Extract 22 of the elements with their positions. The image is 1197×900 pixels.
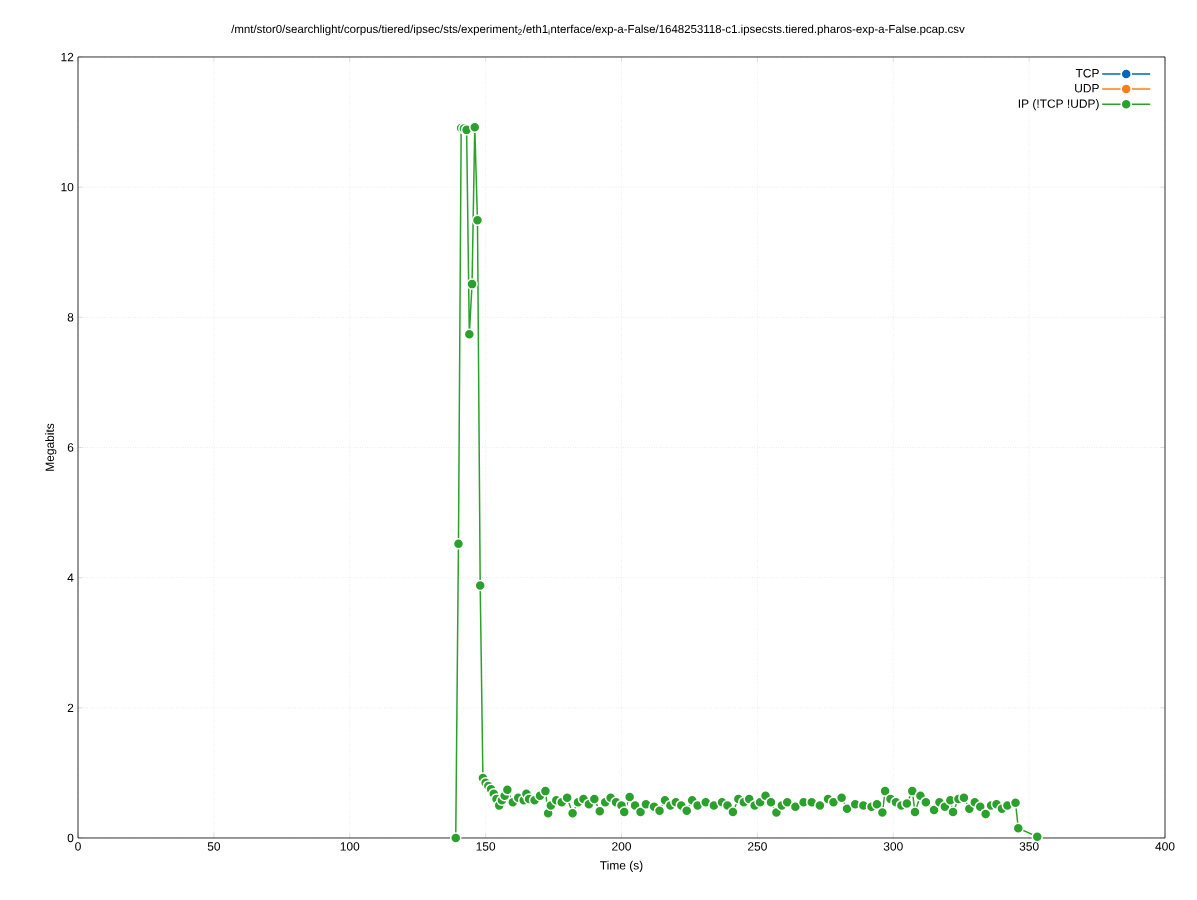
x-tick-label: 50 xyxy=(207,842,221,851)
legend-label: IP (!TCP !UDP) xyxy=(1018,99,1099,111)
x-tick-label: 200 xyxy=(612,842,632,851)
y-tick-label: 12 xyxy=(61,52,74,62)
x-tick-label: 400 xyxy=(1155,842,1175,851)
x-tick-label: 350 xyxy=(1019,842,1039,851)
x-axis-title: Time (s) xyxy=(600,860,643,872)
x-tick-label: 100 xyxy=(340,842,360,851)
y-tick-label: 8 xyxy=(67,313,74,322)
y-tick-label: 0 xyxy=(67,833,74,843)
chart-title: /mnt/stor0/searchlight/corpus/tiered/ipsec/sts/experiment$_{2}$/eth1$_{i}$nterface/exp-a-False/1648253118-c1.ipsecsts.tiered.pharos-exp-a-False.pcap.csv xyxy=(231,24,965,36)
y-tick-label: 4 xyxy=(67,573,74,582)
x-tick-label: 250 xyxy=(748,842,767,851)
legend-label: UDP xyxy=(1075,84,1099,93)
legend-label: TCP xyxy=(1075,68,1099,78)
y-tick-label: 6 xyxy=(67,443,74,452)
x-tick-label: 150 xyxy=(476,842,496,851)
y-tick-label: 2 xyxy=(67,703,74,712)
y-axis-title: Megabits xyxy=(45,423,57,471)
y-tick-label: 10 xyxy=(61,182,74,192)
x-tick-label: 300 xyxy=(883,842,903,851)
x-tick-label: 0 xyxy=(75,842,81,851)
